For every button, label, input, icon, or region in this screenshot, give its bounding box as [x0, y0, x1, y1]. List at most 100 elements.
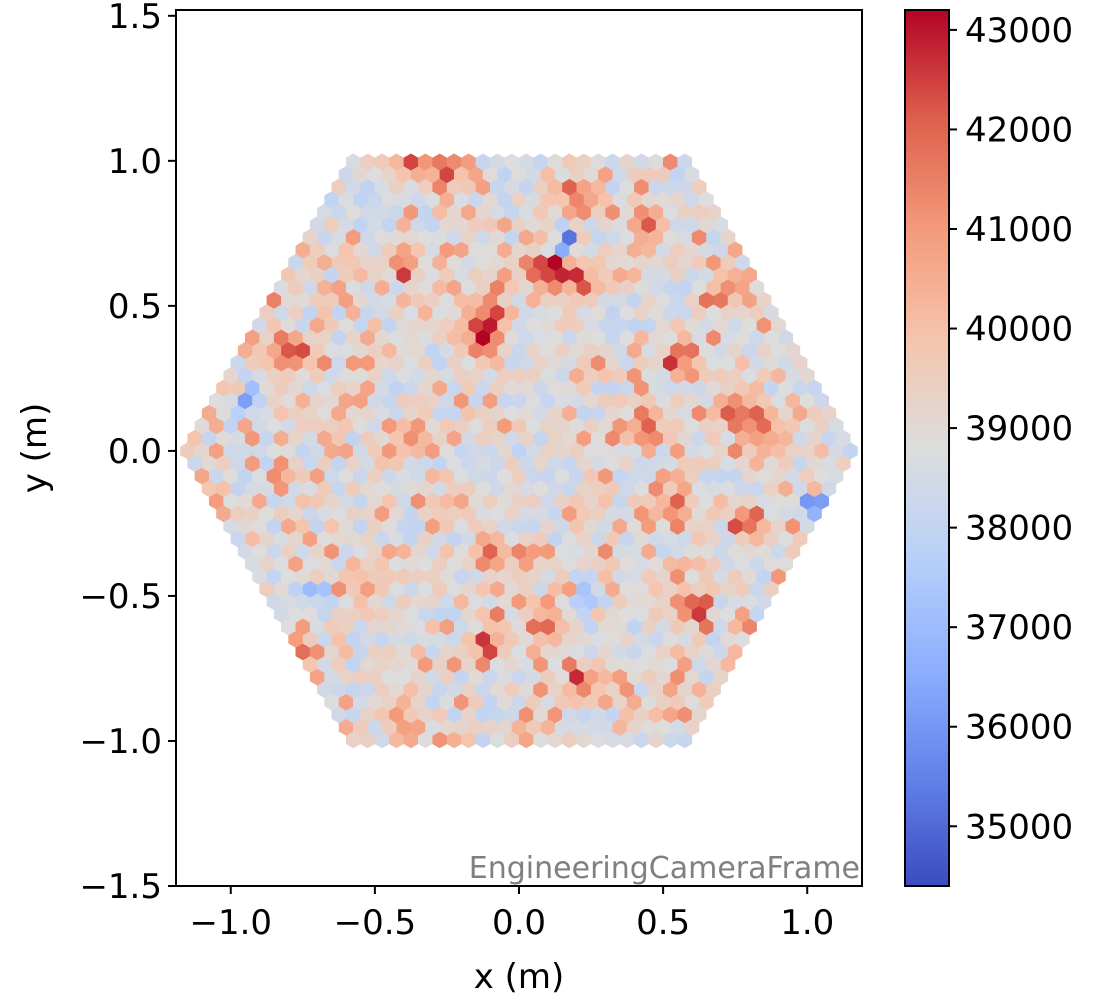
camera-pixel — [454, 442, 469, 460]
camera-pixel — [425, 492, 440, 510]
camera-pixel — [713, 417, 729, 435]
camera-pixel — [706, 530, 721, 548]
camera-pixel — [670, 417, 685, 435]
camera-pixel — [569, 492, 584, 510]
camera-pixel — [634, 329, 649, 347]
camera-pixel — [533, 254, 548, 271]
camera-pixel — [511, 367, 527, 384]
camera-pixel — [288, 580, 303, 598]
camera-pixel — [605, 153, 620, 171]
camera-pixel — [749, 404, 765, 422]
camera-pixel — [547, 178, 563, 196]
camera-pixel — [374, 279, 390, 297]
camera-pixel — [727, 643, 743, 661]
camera-pixel — [518, 681, 534, 698]
camera-pixel — [547, 228, 563, 246]
camera-pixel — [648, 354, 664, 372]
camera-pixel — [331, 580, 347, 598]
camera-pixel — [634, 555, 649, 573]
camera-pixel — [648, 203, 664, 221]
camera-pixel — [677, 354, 693, 372]
camera-pixel — [619, 279, 635, 297]
camera-pixel — [533, 681, 548, 698]
camera-pixel — [410, 341, 426, 359]
camera-pixel — [223, 442, 239, 460]
camera-pixel — [562, 379, 577, 397]
camera-pixel — [425, 392, 440, 410]
camera-pixel — [309, 392, 325, 410]
camera-pixel — [374, 429, 390, 447]
camera-pixel — [713, 367, 729, 384]
camera-pixel — [583, 693, 599, 711]
camera-pixel — [576, 530, 592, 548]
camera-pixel — [454, 542, 469, 560]
camera-pixel — [598, 643, 613, 661]
camera-pixel — [410, 392, 426, 410]
camera-pixel — [439, 718, 455, 736]
camera-pixel — [403, 731, 419, 749]
camera-pixel — [497, 643, 512, 661]
camera-pixel — [446, 379, 462, 397]
camera-pixel — [814, 492, 829, 510]
camera-pixel — [684, 417, 700, 435]
camera-pixel — [828, 467, 844, 485]
camera-pixel — [540, 492, 556, 510]
camera-pixel — [749, 354, 765, 372]
camera-pixel — [749, 455, 765, 472]
camera-pixel — [677, 681, 693, 698]
camera-pixel — [749, 379, 765, 397]
camera-pixel — [338, 718, 354, 736]
camera-pixel — [266, 367, 282, 384]
camera-pixel — [590, 228, 606, 246]
camera-pixel — [569, 266, 584, 284]
colorbar — [904, 9, 950, 887]
camera-pixel — [446, 681, 462, 698]
camera-pixel — [562, 681, 577, 698]
camera-pixel — [461, 681, 476, 698]
camera-pixel — [619, 203, 635, 221]
camera-pixel — [612, 492, 628, 510]
camera-pixel — [569, 643, 584, 661]
camera-pixel — [259, 555, 275, 573]
camera-pixel — [504, 630, 520, 648]
camera-pixel — [389, 630, 404, 648]
camera-pixel — [554, 166, 570, 184]
camera-pixel — [338, 166, 354, 184]
camera-pixel — [576, 203, 592, 221]
camera-pixel — [389, 304, 404, 322]
camera-pixel — [634, 731, 649, 749]
camera-pixel — [396, 417, 412, 435]
camera-pixel — [475, 304, 491, 322]
camera-pixel — [526, 593, 541, 611]
camera-pixel — [691, 404, 707, 422]
camera-pixel — [389, 530, 404, 548]
camera-pixel — [353, 593, 368, 611]
camera-pixel — [381, 618, 397, 636]
camera-pixel — [598, 291, 613, 309]
camera-pixel — [295, 392, 311, 410]
camera-pixel — [245, 530, 260, 548]
camera-pixel — [821, 429, 837, 447]
camera-pixel — [360, 605, 375, 623]
camera-pixel — [425, 618, 440, 636]
camera-pixel — [374, 254, 390, 271]
camera-pixel — [720, 254, 736, 271]
camera-pixel — [403, 706, 419, 724]
camera-pixel — [309, 216, 325, 234]
camera-pixel — [295, 593, 311, 611]
camera-pixel — [295, 316, 311, 334]
camera-pixel — [511, 191, 527, 209]
camera-pixel — [418, 555, 433, 573]
camera-pixel — [259, 329, 275, 347]
camera-pixel — [504, 580, 520, 598]
camera-pixel — [367, 593, 383, 611]
camera-pixel — [619, 404, 635, 422]
camera-pixel — [778, 505, 793, 523]
camera-pixel — [547, 480, 563, 498]
camera-pixel — [245, 329, 260, 347]
camera-pixel — [302, 354, 318, 372]
camera-pixel — [691, 681, 707, 698]
camera-pixel — [619, 455, 635, 472]
camera-pixel — [446, 153, 462, 171]
camera-pixel — [713, 266, 729, 284]
